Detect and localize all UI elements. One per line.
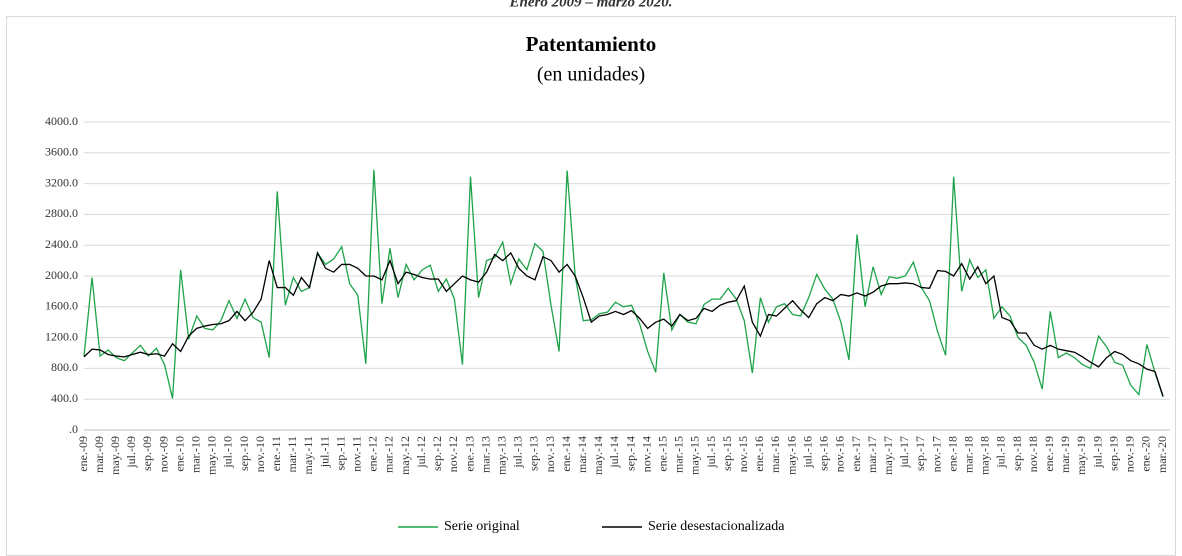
chart-frame <box>6 16 1176 556</box>
x-tick-label: sep.-13 <box>527 436 541 471</box>
x-tick-label: jul.-11 <box>317 436 331 468</box>
x-tick-label: nov.-09 <box>156 436 170 472</box>
x-tick-label: ene.-16 <box>752 436 766 472</box>
x-tick-label: sep.-14 <box>623 436 637 471</box>
x-tick-label: nov.-14 <box>639 436 653 472</box>
x-tick-label: ene.-17 <box>849 436 863 472</box>
y-tick-label: 1600.0 <box>45 299 78 313</box>
x-tick-label: sep.-10 <box>237 436 251 471</box>
x-tick-label: sep.-17 <box>913 436 927 471</box>
y-tick-label: 3600.0 <box>45 145 78 159</box>
x-tick-label: jul.-13 <box>511 436 525 469</box>
x-tick-label: mar.-17 <box>865 436 879 473</box>
x-tick-label: jul.-19 <box>1090 436 1104 469</box>
x-tick-label: nov.-16 <box>833 436 847 472</box>
x-tick-label: ene.-10 <box>172 436 186 472</box>
x-tick-label: ene.-14 <box>559 436 573 472</box>
legend-label: Serie desestacionalizada <box>648 519 785 534</box>
x-tick-label: mar.-15 <box>672 436 686 473</box>
x-tick-label: sep.-18 <box>1010 436 1024 471</box>
x-tick-label: mar.-09 <box>92 436 106 473</box>
x-tick-label: sep.-15 <box>720 436 734 471</box>
x-tick-label: may.-12 <box>398 436 412 475</box>
x-tick-label: may.-19 <box>1074 436 1088 475</box>
x-tick-label: ene.-18 <box>945 436 959 472</box>
chart-title: Patentamiento <box>526 32 657 56</box>
x-tick-label: mar.-20 <box>1155 436 1169 473</box>
x-tick-label: jul.-10 <box>221 436 235 469</box>
y-tick-label: .0 <box>69 422 78 436</box>
x-tick-label: mar.-19 <box>1058 436 1072 473</box>
y-tick-label: 2800.0 <box>45 206 78 220</box>
y-tick-label: 2400.0 <box>45 237 78 251</box>
x-tick-label: nov.-18 <box>1026 436 1040 472</box>
x-tick-label: ene.-20 <box>1139 436 1153 472</box>
x-tick-label: nov.-11 <box>350 436 364 472</box>
chart-subtitle: (en unidades) <box>537 64 645 86</box>
x-tick-label: ene.-15 <box>656 436 670 472</box>
x-tick-label: may.-18 <box>978 436 992 475</box>
x-tick-label: may.-16 <box>784 436 798 475</box>
line-series <box>83 251 1164 397</box>
y-tick-label: 2000.0 <box>45 268 78 282</box>
x-tick-label: nov.-12 <box>446 436 460 472</box>
x-tick-label: nov.-10 <box>253 436 267 472</box>
x-tick-label: jul.-16 <box>800 436 814 469</box>
x-tick-label: mar.-14 <box>575 436 589 473</box>
x-tick-label: may.-10 <box>205 436 219 475</box>
line-series <box>83 169 1164 399</box>
x-tick-label: may.-13 <box>494 436 508 475</box>
x-tick-label: ene.-13 <box>462 436 476 472</box>
x-tick-label: ene.-11 <box>269 436 283 471</box>
x-tick-label: mar.-10 <box>188 436 202 473</box>
x-tick-label: mar.-13 <box>478 436 492 473</box>
x-tick-label: ene.-09 <box>76 436 90 472</box>
x-tick-label: may.-11 <box>301 436 315 474</box>
x-tick-label: sep.-16 <box>817 436 831 471</box>
y-tick-label: 400.0 <box>51 391 78 405</box>
x-tick-label: may.-15 <box>688 436 702 475</box>
x-tick-label: mar.-11 <box>285 436 299 473</box>
x-tick-label: sep.-12 <box>430 436 444 471</box>
y-tick-label: 3200.0 <box>45 175 78 189</box>
legend-label: Serie original <box>444 519 520 534</box>
y-tick-label: 800.0 <box>51 360 78 374</box>
x-tick-label: nov.-19 <box>1123 436 1137 472</box>
y-tick-label: 4000.0 <box>45 114 78 128</box>
x-tick-label: sep.-19 <box>1106 436 1120 471</box>
x-tick-label: may.-09 <box>108 436 122 475</box>
x-tick-label: jul.-09 <box>124 436 138 469</box>
x-tick-label: jul.-18 <box>994 436 1008 469</box>
x-tick-label: nov.-13 <box>543 436 557 472</box>
y-tick-label: 1200.0 <box>45 329 78 343</box>
x-tick-label: sep.-11 <box>333 436 347 471</box>
x-tick-label: may.-17 <box>881 436 895 475</box>
x-tick-label: nov.-15 <box>736 436 750 472</box>
x-tick-label: jul.-14 <box>607 436 621 469</box>
x-tick-label: may.-14 <box>591 436 605 475</box>
x-tick-label: ene.-19 <box>1042 436 1056 472</box>
x-tick-label: mar.-16 <box>768 436 782 473</box>
x-tick-label: mar.-12 <box>382 436 396 473</box>
caption: Enero 2009 – marzo 2020. <box>509 0 673 10</box>
x-tick-label: jul.-17 <box>897 436 911 469</box>
x-tick-label: nov.-17 <box>929 436 943 472</box>
x-tick-label: mar.-18 <box>961 436 975 473</box>
x-tick-label: ene.-12 <box>366 436 380 472</box>
x-tick-label: sep.-09 <box>140 436 154 471</box>
x-tick-label: jul.-15 <box>704 436 718 469</box>
x-tick-label: jul.-12 <box>414 436 428 469</box>
